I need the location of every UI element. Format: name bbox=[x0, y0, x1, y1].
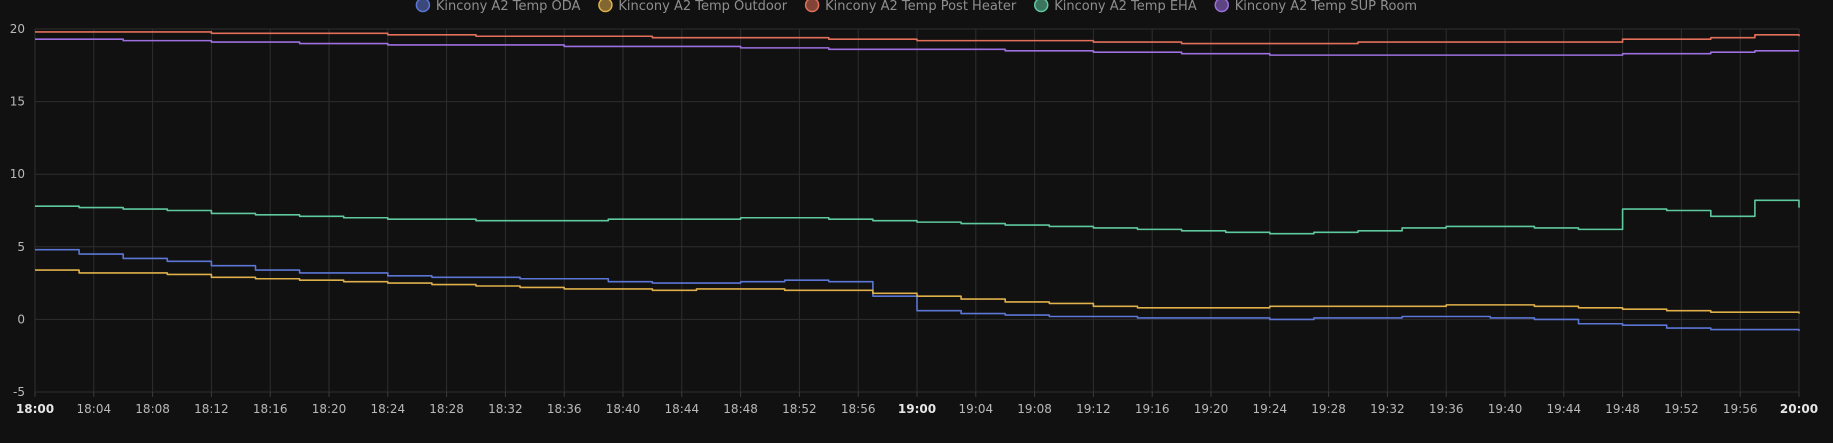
legend-label: Kincony A2 Temp Post Heater bbox=[825, 0, 1017, 14]
x-tick-label: 19:24 bbox=[1253, 402, 1288, 416]
x-tick-label: 18:36 bbox=[547, 402, 582, 416]
legend-swatch bbox=[415, 0, 431, 13]
x-tick-label: 18:44 bbox=[665, 402, 700, 416]
x-axis: 18:00 18:04 18:08 18:12 18:16 18:20 18:24 18:28… bbox=[16, 402, 1818, 416]
legend-item[interactable]: Kincony A2 Temp Post Heater bbox=[804, 0, 1017, 14]
x-tick-label: 18:12 bbox=[194, 402, 229, 416]
grid bbox=[34, 28, 1800, 397]
x-tick-label: 18:00 bbox=[16, 402, 54, 416]
legend[interactable]: Kincony A2 Temp ODA Kincony A2 Temp Outdo… bbox=[415, 0, 1417, 14]
x-tick-label: 19:08 bbox=[1017, 402, 1052, 416]
x-tick-label: 18:24 bbox=[371, 402, 406, 416]
x-tick-label: 18:52 bbox=[782, 402, 817, 416]
x-tick-label: 19:20 bbox=[1194, 402, 1229, 416]
x-tick-label: 18:20 bbox=[312, 402, 347, 416]
legend-item[interactable]: Kincony A2 Temp Outdoor bbox=[598, 0, 788, 14]
legend-swatch bbox=[804, 0, 820, 13]
x-tick-label: 18:16 bbox=[253, 402, 288, 416]
x-tick-label: 19:16 bbox=[1135, 402, 1170, 416]
x-tick-label: 19:00 bbox=[898, 402, 936, 416]
legend-item[interactable]: Kincony A2 Temp SUP Room bbox=[1214, 0, 1417, 14]
y-tick-label: 0 bbox=[17, 312, 25, 326]
x-tick-label: 19:12 bbox=[1076, 402, 1111, 416]
y-tick-label: 15 bbox=[10, 95, 25, 109]
y-axis: 20 15 10 5 0 -5 bbox=[10, 22, 25, 399]
x-tick-label: 18:08 bbox=[135, 402, 170, 416]
x-tick-label: 18:04 bbox=[77, 402, 112, 416]
y-tick-label: 5 bbox=[17, 240, 25, 254]
x-tick-label: 20:00 bbox=[1780, 402, 1818, 416]
series-lines bbox=[35, 31, 1800, 332]
legend-item[interactable]: Kincony A2 Temp ODA bbox=[415, 0, 581, 14]
legend-label: Kincony A2 Temp EHA bbox=[1054, 0, 1197, 14]
x-tick-label: 19:44 bbox=[1547, 402, 1582, 416]
x-tick-label: 19:28 bbox=[1311, 402, 1346, 416]
series-line-3 bbox=[35, 199, 1800, 235]
legend-swatch bbox=[1214, 0, 1229, 13]
x-tick-label: 19:40 bbox=[1488, 402, 1523, 416]
legend-item[interactable]: Kincony A2 Temp EHA bbox=[1033, 0, 1197, 14]
legend-label: Kincony A2 Temp SUP Room bbox=[1235, 0, 1417, 14]
x-tick-label: 18:28 bbox=[429, 402, 464, 416]
x-tick-label: 18:40 bbox=[606, 402, 641, 416]
x-tick-label: 18:48 bbox=[723, 402, 758, 416]
x-tick-label: 19:56 bbox=[1723, 402, 1758, 416]
series-line-1 bbox=[35, 269, 1800, 314]
y-tick-label: -5 bbox=[13, 385, 25, 399]
x-tick-label: 18:32 bbox=[488, 402, 523, 416]
series-line-4 bbox=[35, 38, 1799, 56]
legend-label: Kincony A2 Temp Outdoor bbox=[618, 0, 787, 14]
y-tick-label: 10 bbox=[10, 167, 25, 181]
x-tick-label: 19:32 bbox=[1370, 402, 1405, 416]
legend-label: Kincony A2 Temp ODA bbox=[436, 0, 581, 14]
x-tick-label: 19:36 bbox=[1429, 402, 1464, 416]
legend-swatch bbox=[598, 0, 613, 13]
series-line-2 bbox=[35, 31, 1800, 45]
legend-swatch bbox=[1033, 0, 1049, 13]
x-tick-label: 19:48 bbox=[1605, 402, 1640, 416]
x-tick-label: 18:56 bbox=[841, 402, 876, 416]
x-tick-label: 19:52 bbox=[1664, 402, 1699, 416]
x-tick-label: 19:04 bbox=[959, 402, 994, 416]
y-tick-label: 20 bbox=[10, 22, 25, 36]
